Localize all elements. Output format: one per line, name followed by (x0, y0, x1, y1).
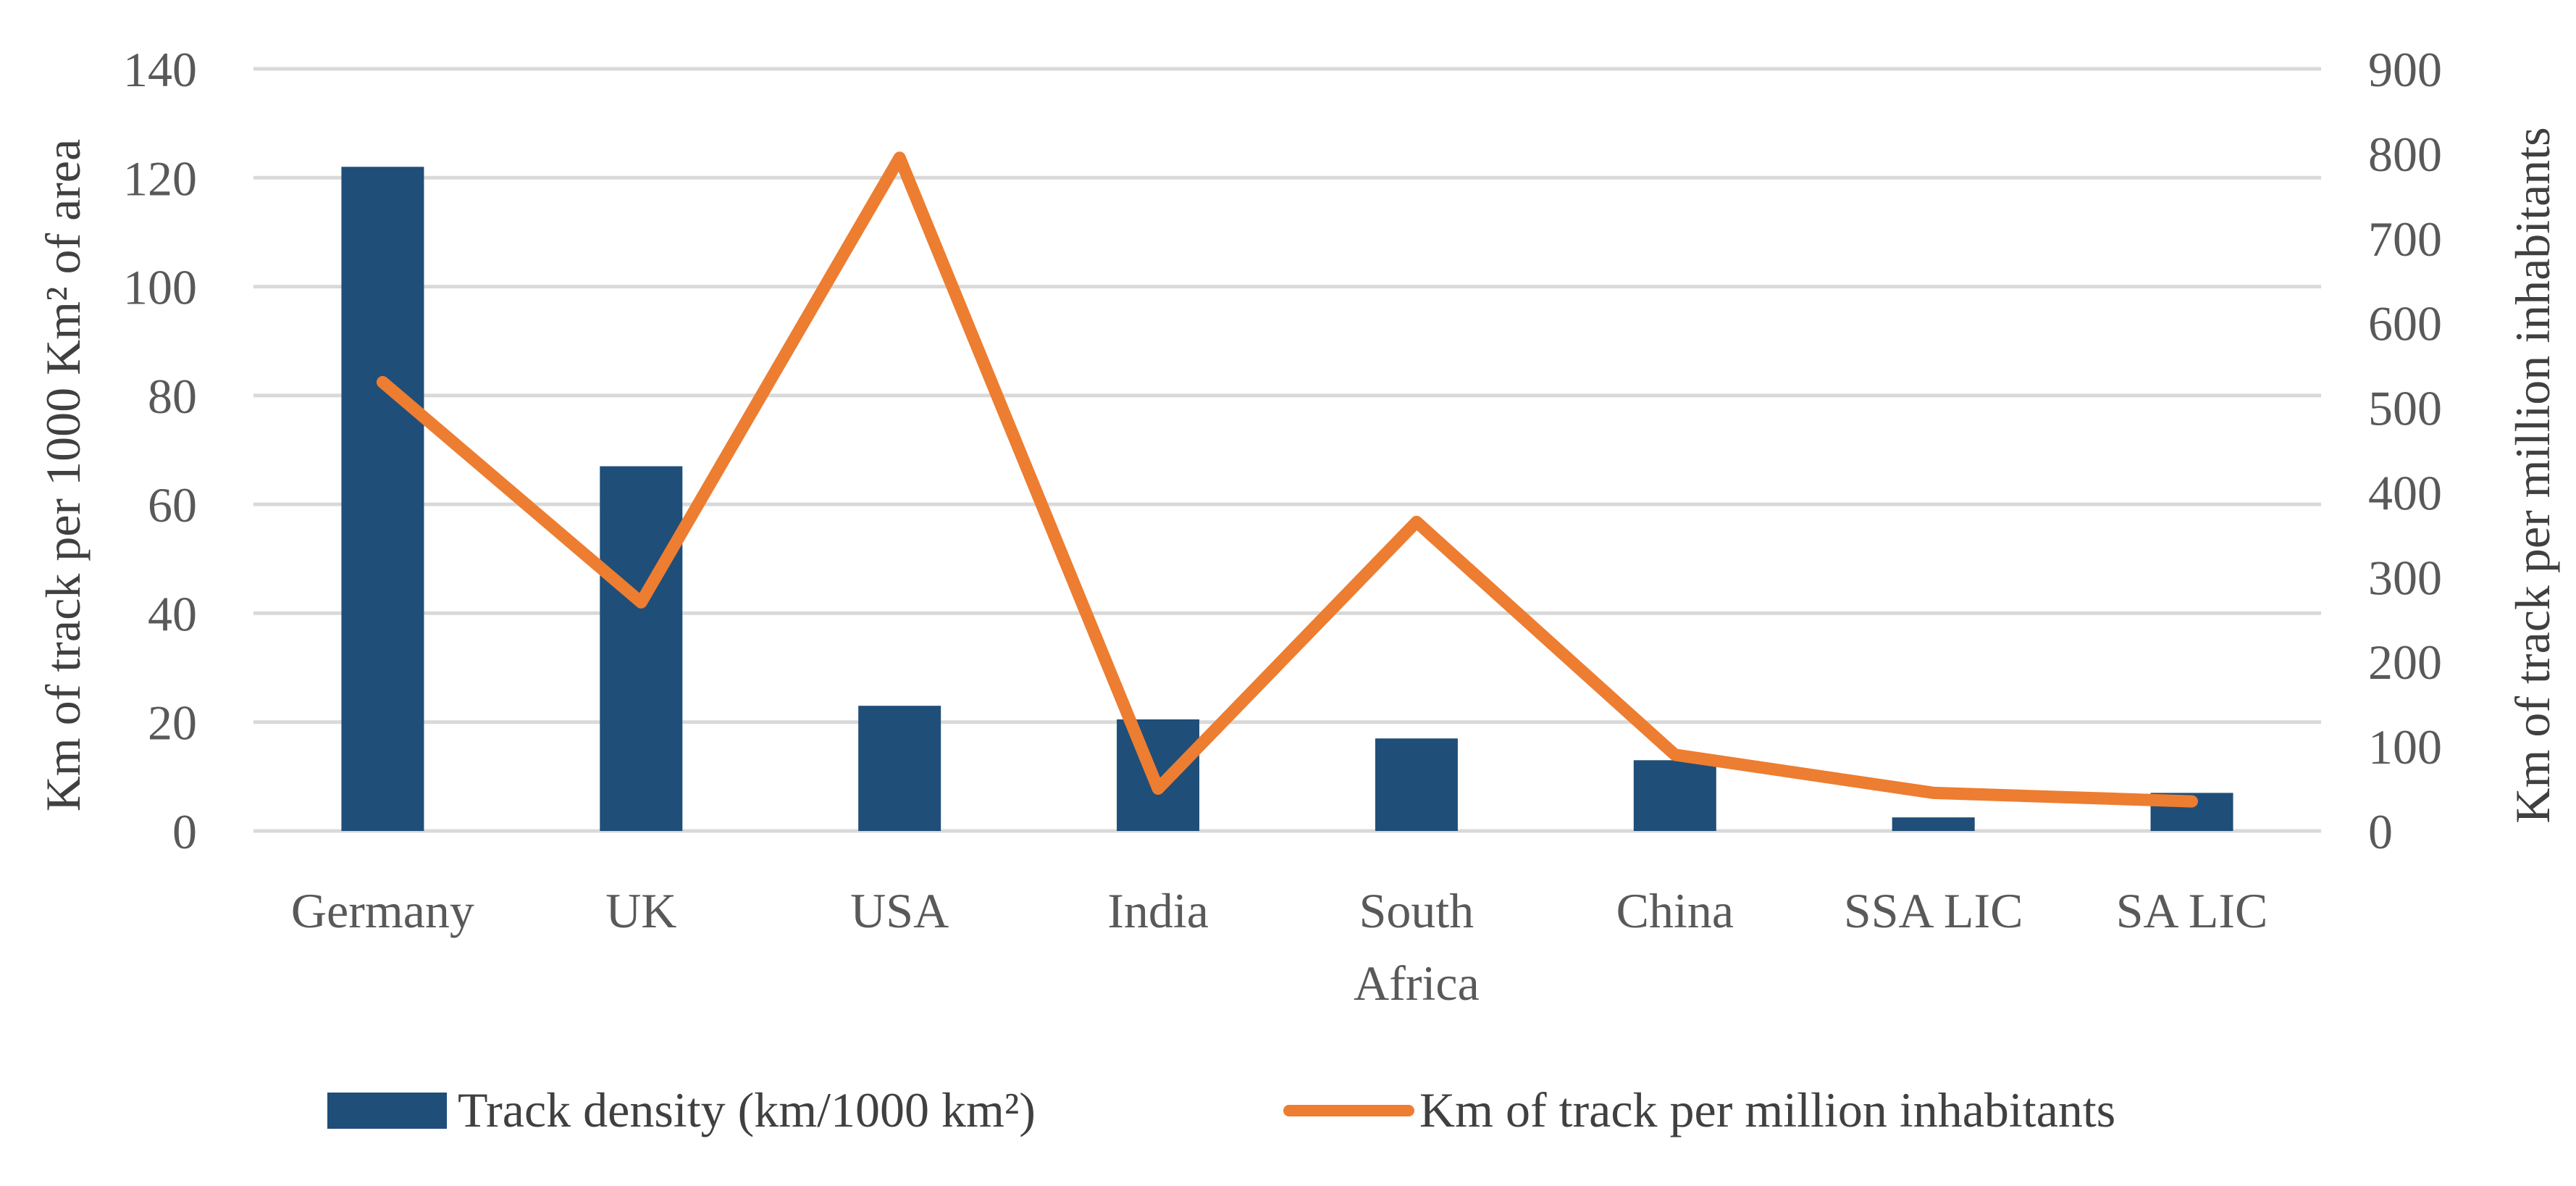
right-tick-label: 100 (2368, 719, 2442, 774)
bar (1892, 817, 1975, 831)
bar (600, 466, 683, 831)
category-label: South Africa (1354, 883, 1480, 1011)
left-tick-label: 60 (148, 477, 197, 533)
legend-swatch-bar (327, 1093, 447, 1129)
category-axis-ticks: Germany UK USA India South Africa China SSA LIC… (291, 883, 2267, 1011)
category-label: China (1616, 883, 1734, 938)
bar (1375, 738, 1458, 831)
bar (858, 706, 941, 831)
bar (341, 167, 424, 831)
right-tick-label: 300 (2368, 550, 2442, 605)
left-tick-label: 140 (123, 42, 197, 97)
gridlines (253, 67, 2321, 833)
line-series (376, 151, 2199, 808)
right-tick-label: 800 (2368, 127, 2442, 182)
left-axis-title: Km of track per 1000 Km² of area (35, 139, 91, 812)
right-axis-ticks: 0 100 200 300 400 500 600 700 800 900 (2368, 42, 2442, 859)
left-tick-label: 0 (172, 804, 197, 859)
right-tick-label: 500 (2368, 381, 2442, 436)
bar-series (341, 167, 2233, 831)
left-axis-ticks: 0 20 40 60 80 100 120 140 (123, 42, 197, 859)
right-tick-label: 200 (2368, 635, 2442, 690)
category-label: UK (605, 883, 676, 938)
right-tick-label: 900 (2368, 42, 2442, 97)
right-tick-label: 700 (2368, 212, 2442, 267)
legend-label-bar: Track density (km/1000 km²) (458, 1082, 1036, 1137)
left-tick-label: 80 (148, 369, 197, 424)
left-tick-label: 40 (148, 586, 197, 641)
right-tick-label: 0 (2368, 804, 2393, 859)
left-tick-label: 20 (148, 696, 197, 751)
left-tick-label: 100 (123, 260, 197, 315)
category-label: SSA LIC (1844, 883, 2023, 938)
bar (1633, 760, 1716, 831)
category-label: Germany (291, 883, 474, 938)
series-line (376, 151, 2199, 808)
category-label: USA (850, 883, 949, 938)
left-tick-label: 120 (123, 151, 197, 206)
right-tick-label: 600 (2368, 296, 2442, 351)
legend-label-line: Km of track per million inhabitants (1419, 1082, 2115, 1137)
category-label: SA LIC (2116, 883, 2268, 938)
legend: Track density (km/1000 km²) Km of track … (327, 1082, 2115, 1137)
right-axis-title: Km of track per million inhabitants (2505, 127, 2560, 823)
category-label: India (1107, 883, 1209, 938)
right-tick-label: 400 (2368, 465, 2442, 520)
